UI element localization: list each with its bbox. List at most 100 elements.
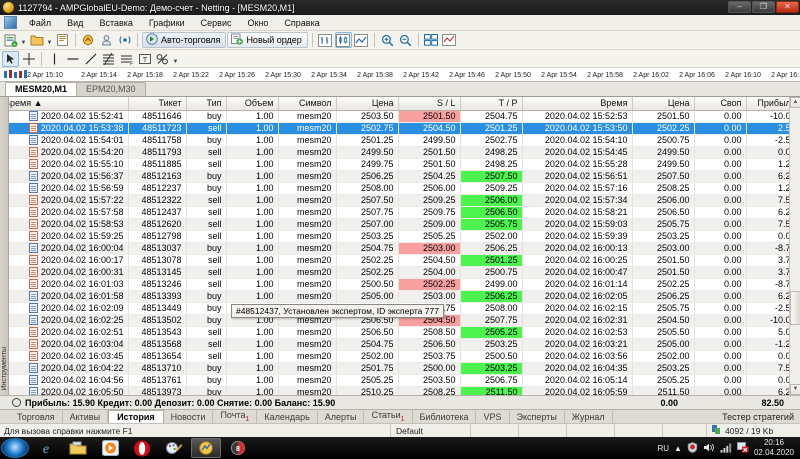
terminal-tab-почта[interactable]: Почта1 [213, 409, 258, 424]
tray-clock[interactable]: 20:16 02.04.2020 [754, 438, 794, 458]
data-window-icon[interactable] [98, 32, 115, 48]
winamp-icon[interactable]: 8 [223, 438, 253, 458]
terminal-tab-новости[interactable]: Новости [164, 410, 214, 423]
tile-windows-icon[interactable] [423, 32, 440, 48]
cursor-icon[interactable] [2, 50, 19, 67]
bar-chart-icon[interactable] [317, 32, 334, 48]
menu-item-view[interactable]: Вид [67, 17, 84, 28]
chevron-down-icon[interactable]: ▼ [46, 40, 53, 46]
col-header-tp[interactable]: T / P [460, 97, 523, 111]
col-header-type[interactable]: Тип [186, 97, 227, 111]
table-row[interactable]: 2020.04.02 16:02:51 48513543 sell 1.00 mesm2… [0, 326, 800, 339]
new-order-button[interactable]: Новый ордер [227, 32, 308, 48]
col-header-symbol[interactable]: Символ [278, 97, 337, 111]
table-row[interactable]: 2020.04.02 15:56:37 48512163 buy 1.00 mesm20… [0, 170, 800, 183]
horizontal-line-icon[interactable] [64, 51, 81, 67]
close-button[interactable]: ✕ [776, 1, 799, 13]
table-row[interactable]: 2020.04.02 16:04:22 48513710 buy 1.00 mesm20… [0, 362, 800, 375]
action-center-icon[interactable] [736, 441, 749, 455]
table-vertical-scrollbar[interactable]: ▲ ▼ [789, 97, 800, 395]
table-row[interactable]: 2020.04.02 15:55:10 48511885 sell 1.00 mesm2… [0, 158, 800, 171]
table-row[interactable]: 2020.04.02 16:01:58 48513393 buy 1.00 mesm20… [0, 290, 800, 303]
minimize-button[interactable]: – [728, 1, 751, 13]
open-profile-icon[interactable] [28, 32, 45, 48]
market-watch-icon[interactable] [80, 32, 97, 48]
media-player-icon[interactable] [95, 438, 125, 458]
volume-icon[interactable] [703, 442, 715, 455]
scroll-down-arrow-icon[interactable]: ▼ [790, 384, 800, 395]
crosshair-icon[interactable] [20, 51, 37, 67]
autotrade-button[interactable]: Авто-торговля [142, 32, 227, 48]
terminal-tab-активы[interactable]: Активы [63, 410, 109, 423]
menu-item-insert[interactable]: Вставка [99, 17, 133, 28]
metatrader-icon[interactable] [191, 438, 221, 458]
col-header-ticket[interactable]: Тикет [128, 97, 187, 111]
navigator-icon[interactable] [116, 32, 133, 48]
antivirus-icon[interactable] [687, 441, 698, 455]
fibonacci-icon[interactable] [100, 51, 117, 67]
menu-item-tools[interactable]: Сервис [200, 17, 232, 28]
file-explorer-icon[interactable] [63, 438, 93, 458]
window-titlebar[interactable]: 1127794 - AMPGlobalEU-Demo: Демо-счет - … [0, 0, 800, 15]
terminal-tab-история[interactable]: История [108, 410, 164, 423]
network-icon[interactable] [720, 442, 732, 455]
menu-item-window[interactable]: Окно [247, 17, 269, 28]
scrollbar-thumb[interactable] [790, 291, 800, 325]
chevron-down-icon[interactable]: ▼ [20, 40, 27, 46]
paint-icon[interactable] [159, 438, 189, 458]
templates-icon[interactable] [54, 32, 71, 48]
table-row[interactable]: 2020.04.02 15:57:22 48512322 sell 1.00 mesm2… [0, 194, 800, 207]
opera-browser-icon[interactable] [127, 438, 157, 458]
col-header-sl[interactable]: S / L [398, 97, 461, 111]
chart-tab-epm20-m30[interactable]: EPM20,M30 [76, 82, 146, 96]
menu-item-help[interactable]: Справка [284, 17, 320, 28]
equidistant-channel-icon[interactable]: F [118, 51, 135, 67]
table-row[interactable]: 2020.04.02 15:57:58 48512437 sell 1.00 mesm2… [0, 206, 800, 219]
strategy-tester-label[interactable]: Тестер стратегий [722, 411, 794, 422]
new-chart-icon[interactable]: + [2, 32, 19, 48]
terminal-tab-алерты[interactable]: Алерты [318, 410, 365, 423]
table-row[interactable]: 2020.04.02 15:54:01 48511758 buy 1.00 mesm20… [0, 134, 800, 147]
menu-item-file[interactable]: Файл [29, 17, 52, 28]
internet-explorer-icon[interactable]: e [31, 438, 61, 458]
shapes-icon[interactable] [154, 51, 171, 67]
table-row[interactable]: 2020.04.02 15:54:20 48511793 sell 1.00 mesm2… [0, 146, 800, 159]
terminal-tab-библиотека[interactable]: Библиотека [413, 410, 477, 423]
table-row[interactable]: 2020.04.02 16:01:03 48513246 sell 1.00 mesm2… [0, 278, 800, 291]
table-row[interactable]: 2020.04.02 15:52:41 48511646 buy 1.00 mesm20… [0, 110, 800, 123]
zoom-in-icon[interactable] [379, 32, 396, 48]
vertical-line-icon[interactable] [46, 51, 63, 67]
candlestick-chart-icon[interactable] [334, 32, 352, 48]
table-row[interactable]: 2020.04.02 16:02:25 48513502 buy 1.00 mesm20… [0, 314, 800, 327]
tray-language[interactable]: RU [657, 443, 670, 453]
terminal-tab-vps[interactable]: VPS [476, 410, 510, 423]
col-header-time-open[interactable]: Время ▲ [0, 97, 129, 111]
col-header-profit[interactable]: Прибыль [746, 97, 800, 111]
status-profile[interactable]: Default [390, 423, 470, 438]
chevron-down-icon[interactable]: ▼ [172, 58, 179, 65]
maximize-button[interactable]: ❐ [752, 1, 775, 13]
col-header-swap[interactable]: Своп [694, 97, 747, 111]
terminal-tab-эксперты[interactable]: Эксперты [510, 410, 565, 423]
table-row[interactable]: 2020.04.02 16:03:04 48513568 sell 1.00 mesm2… [0, 338, 800, 351]
line-chart-icon[interactable] [353, 32, 370, 48]
table-row[interactable]: 2020.04.02 15:58:53 48512620 sell 1.00 mesm2… [0, 218, 800, 231]
table-row[interactable]: 2020.04.02 15:59:25 48512798 sell 1.00 mesm2… [0, 230, 800, 243]
terminal-tab-торговля[interactable]: Торговля [10, 410, 63, 423]
terminal-tab-журнал[interactable]: Журнал [565, 410, 613, 423]
show-hidden-icons-arrow[interactable]: ▲ [674, 443, 682, 453]
table-row[interactable]: 2020.04.02 16:00:17 48513078 sell 1.00 mesm2… [0, 254, 800, 267]
zoom-out-icon[interactable] [397, 32, 414, 48]
col-header-price-close[interactable]: Цена [632, 97, 695, 111]
col-header-time-close[interactable]: Время [522, 97, 633, 111]
table-row[interactable]: 2020.04.02 16:04:56 48513761 buy 1.00 mesm20… [0, 374, 800, 387]
indicators-icon[interactable] [441, 32, 458, 48]
table-row[interactable]: 2020.04.02 16:00:31 48513145 sell 1.00 mesm2… [0, 266, 800, 279]
terminal-tab-статьи[interactable]: Статьи1 [364, 409, 413, 424]
menu-item-charts[interactable]: Графики [148, 17, 185, 28]
trendline-icon[interactable] [82, 51, 99, 67]
table-row[interactable]: 2020.04.02 16:03:45 48513654 sell 1.00 mesm2… [0, 350, 800, 363]
table-row[interactable]: 2020.04.02 15:56:59 48512237 buy 1.00 mesm20… [0, 182, 800, 195]
scroll-up-arrow-icon[interactable]: ▲ [790, 97, 800, 108]
col-header-volume[interactable]: Объем [226, 97, 279, 111]
